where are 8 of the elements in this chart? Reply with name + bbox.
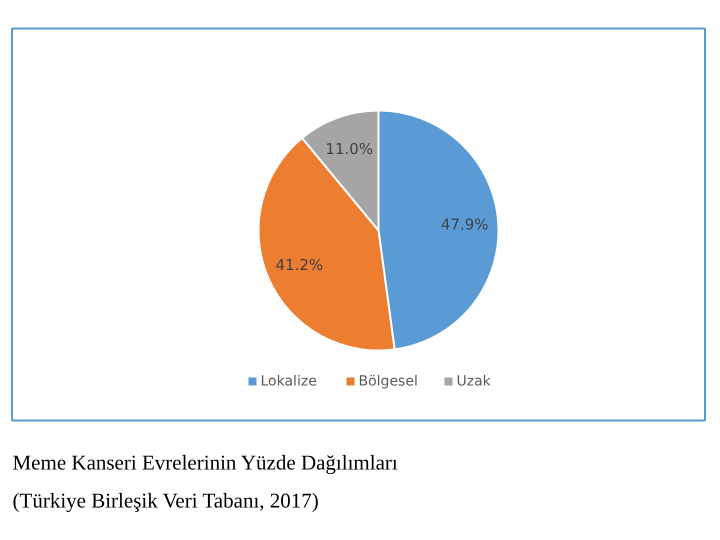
data-label: 11.0% [325,140,374,158]
data-label: 41.2% [276,256,324,274]
text: (Türkiye Birleşik Veri Tabanı, 2017) [12,488,319,512]
legend-label: Uzak [456,374,492,390]
text: Meme Kanseri Evrelerinin Yüzde Dağılımları [12,450,398,474]
legend-label: Bölgesel [358,374,418,390]
legend-label: Lokalize [260,374,317,390]
data-label: 47.9% [440,216,489,234]
